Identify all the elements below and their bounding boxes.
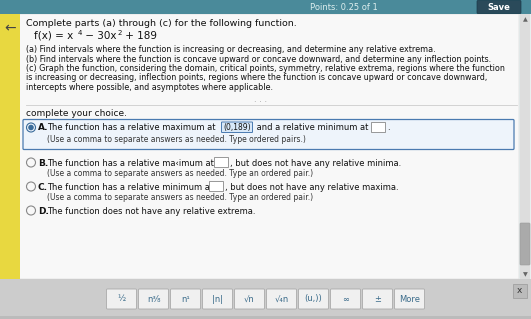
- Text: 4: 4: [78, 30, 82, 36]
- Text: ▼: ▼: [523, 272, 527, 278]
- FancyBboxPatch shape: [0, 14, 20, 279]
- Text: |n|: |n|: [212, 294, 223, 303]
- FancyBboxPatch shape: [170, 289, 201, 309]
- Text: C.: C.: [38, 182, 48, 191]
- FancyBboxPatch shape: [0, 14, 519, 279]
- Text: √n: √n: [244, 294, 255, 303]
- Text: , but does not have any relative minima.: , but does not have any relative minima.: [230, 159, 401, 167]
- Text: Save: Save: [487, 3, 510, 11]
- FancyBboxPatch shape: [371, 122, 386, 132]
- Text: More: More: [399, 294, 420, 303]
- Text: (u,)): (u,)): [305, 294, 322, 303]
- Text: (0,189): (0,189): [223, 123, 251, 132]
- Text: The function has a relative minimum at: The function has a relative minimum at: [47, 182, 213, 191]
- FancyBboxPatch shape: [363, 289, 392, 309]
- FancyBboxPatch shape: [298, 289, 329, 309]
- Text: . . .: . . .: [254, 95, 267, 105]
- Text: and a relative minimum at: and a relative minimum at: [254, 123, 371, 132]
- FancyBboxPatch shape: [520, 223, 530, 265]
- Text: is increasing or decreasing, inflection points, regions where the function is co: is increasing or decreasing, inflection …: [26, 73, 487, 83]
- Text: The function does not have any relative extrema.: The function does not have any relative …: [47, 206, 255, 216]
- Text: A.: A.: [38, 123, 48, 132]
- Text: Complete parts (a) through (c) for the following function.: Complete parts (a) through (c) for the f…: [26, 19, 297, 28]
- Text: − 30x: − 30x: [82, 31, 116, 41]
- FancyBboxPatch shape: [512, 284, 527, 298]
- Text: n³⁄₈: n³⁄₈: [147, 294, 160, 303]
- Text: ▲: ▲: [523, 18, 527, 23]
- Text: (Use a comma to separate answers as needed. Type ordered pairs.): (Use a comma to separate answers as need…: [47, 136, 306, 145]
- FancyBboxPatch shape: [202, 289, 233, 309]
- Text: x: x: [517, 286, 522, 295]
- Text: (a) Find intervals where the function is increasing or decreasing, and determine: (a) Find intervals where the function is…: [26, 45, 435, 54]
- FancyBboxPatch shape: [213, 157, 228, 167]
- FancyBboxPatch shape: [221, 122, 253, 132]
- FancyBboxPatch shape: [267, 289, 296, 309]
- FancyBboxPatch shape: [477, 1, 521, 13]
- FancyBboxPatch shape: [107, 289, 136, 309]
- Text: f(x) = x: f(x) = x: [34, 31, 73, 41]
- Text: (b) Find intervals where the function is concave upward or concave downward, and: (b) Find intervals where the function is…: [26, 55, 491, 63]
- Circle shape: [28, 125, 34, 130]
- FancyBboxPatch shape: [395, 289, 424, 309]
- Text: (c) Graph the function, considering the domain, critical points, symmetry, relat: (c) Graph the function, considering the …: [26, 64, 505, 73]
- Text: √₄n: √₄n: [275, 294, 289, 303]
- FancyBboxPatch shape: [0, 316, 531, 319]
- FancyBboxPatch shape: [23, 120, 514, 150]
- Text: .: .: [387, 123, 390, 132]
- Text: , but does not have any relative maxima.: , but does not have any relative maxima.: [225, 182, 399, 191]
- FancyBboxPatch shape: [139, 289, 168, 309]
- Text: 2: 2: [118, 30, 122, 36]
- Text: (Use a comma to separate answers as needed. Type an ordered pair.): (Use a comma to separate answers as need…: [47, 192, 313, 202]
- FancyBboxPatch shape: [0, 0, 531, 14]
- Text: n¹: n¹: [181, 294, 190, 303]
- Text: Points: 0.25 of 1: Points: 0.25 of 1: [310, 3, 378, 11]
- FancyBboxPatch shape: [235, 289, 264, 309]
- Text: intercepts where possible, and asymptotes where applicable.: intercepts where possible, and asymptote…: [26, 83, 273, 92]
- Text: ←: ←: [4, 21, 16, 35]
- Text: + 189: + 189: [122, 31, 157, 41]
- FancyBboxPatch shape: [330, 289, 361, 309]
- Text: ½: ½: [117, 294, 125, 303]
- FancyBboxPatch shape: [209, 181, 224, 191]
- Text: B.: B.: [38, 159, 48, 167]
- Text: (Use a comma to separate answers as needed. Type an ordered pair.): (Use a comma to separate answers as need…: [47, 168, 313, 177]
- Text: The function has a relative ma‹imum at: The function has a relative ma‹imum at: [47, 159, 214, 167]
- FancyBboxPatch shape: [0, 279, 531, 319]
- FancyBboxPatch shape: [520, 14, 530, 279]
- Text: ±: ±: [374, 294, 381, 303]
- Text: complete your choice.: complete your choice.: [26, 108, 127, 117]
- Text: ∞: ∞: [342, 294, 349, 303]
- Text: The function has a relative maximum at: The function has a relative maximum at: [47, 123, 218, 132]
- Text: D.: D.: [38, 206, 49, 216]
